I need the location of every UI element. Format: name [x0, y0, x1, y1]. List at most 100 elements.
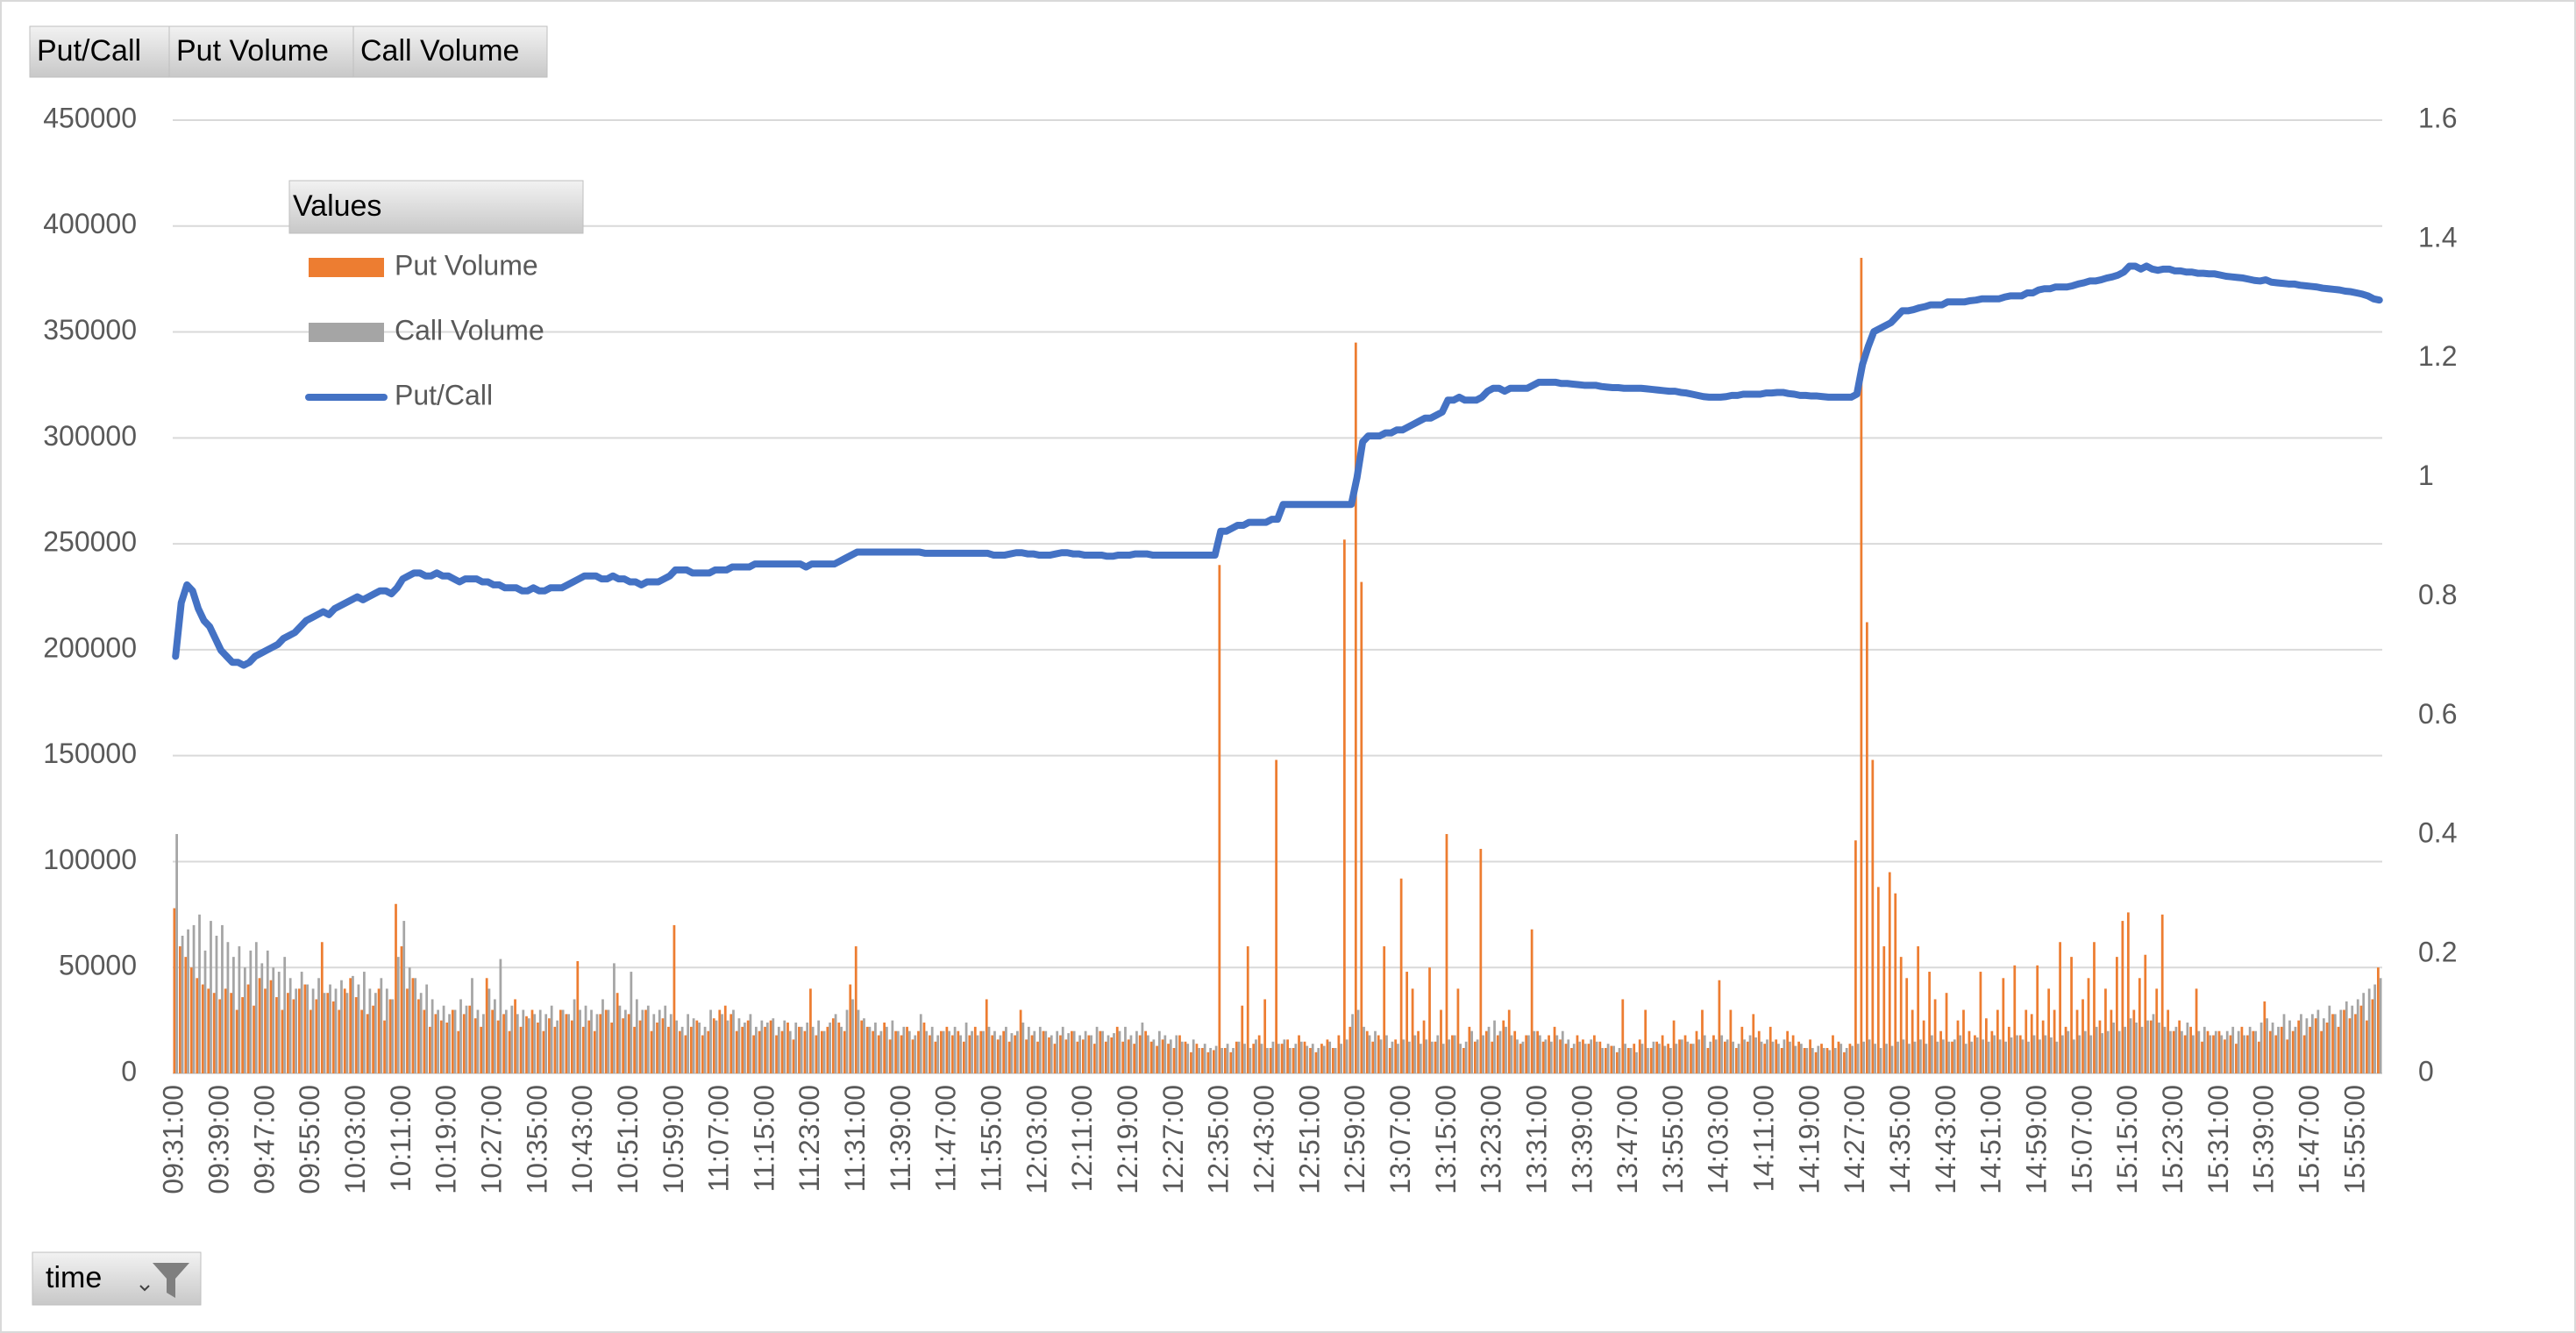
- bar: [459, 999, 462, 1073]
- bar: [959, 1035, 962, 1073]
- bar: [1186, 1044, 1190, 1073]
- legend-title[interactable]: Values: [293, 189, 381, 223]
- bar: [2174, 1026, 2178, 1073]
- bar: [1760, 1041, 1763, 1073]
- bar: [2013, 965, 2017, 1073]
- filter-button-label[interactable]: time: [46, 1261, 102, 1294]
- bar: [1837, 1041, 1840, 1073]
- x-tick-label: 15:39:00: [2248, 1085, 2280, 1194]
- bar: [1482, 1035, 1484, 1073]
- bar: [1371, 1041, 1375, 1073]
- bar: [1203, 1044, 1206, 1073]
- bar: [1748, 1035, 1752, 1073]
- bar: [2300, 1014, 2302, 1073]
- bar: [888, 1039, 892, 1073]
- field-button-label[interactable]: Put/Call: [37, 34, 141, 68]
- bar: [703, 1026, 707, 1073]
- bar: [877, 1035, 880, 1073]
- x-tick-label: 13:39:00: [1566, 1085, 1598, 1194]
- bar: [1968, 1030, 1971, 1073]
- bar: [480, 1026, 483, 1073]
- bar: [1167, 1044, 1170, 1073]
- bar: [2059, 942, 2061, 1073]
- bar: [2246, 1035, 2249, 1073]
- bar: [2167, 1009, 2170, 1073]
- bar: [243, 967, 246, 1073]
- x-tick-label: 09:39:00: [203, 1085, 235, 1194]
- bar: [1956, 1020, 1960, 1073]
- bar: [2129, 1018, 2132, 1073]
- bar: [235, 1009, 238, 1073]
- bar: [1885, 1044, 1888, 1073]
- bar: [1425, 1039, 1428, 1073]
- bar: [1576, 1035, 1579, 1073]
- bar: [1928, 972, 1931, 1073]
- bar: [2259, 1023, 2263, 1073]
- bar: [2320, 1030, 2323, 1073]
- bar: [277, 972, 281, 1073]
- bar: [1118, 1030, 1121, 1073]
- filter-icon[interactable]: [153, 1263, 189, 1298]
- bar: [1624, 1044, 1626, 1073]
- bar: [1667, 1044, 1669, 1073]
- bar: [496, 1020, 500, 1073]
- bar: [1712, 1035, 1715, 1073]
- bar: [544, 1014, 548, 1073]
- bar: [2087, 978, 2090, 1073]
- bar: [2081, 999, 2084, 1073]
- bar: [2280, 1026, 2283, 1073]
- bar: [752, 1035, 756, 1073]
- legend-title-button[interactable]: [288, 180, 584, 234]
- bar: [922, 1023, 926, 1073]
- dropdown-arrow[interactable]: [139, 1285, 150, 1292]
- bar: [2305, 1018, 2309, 1073]
- bar: [334, 988, 338, 1073]
- bar: [2047, 988, 2051, 1073]
- bar: [391, 999, 395, 1073]
- bar: [707, 1030, 710, 1073]
- bar: [630, 972, 633, 1073]
- bar: [1691, 1044, 1695, 1073]
- bar: [806, 1023, 809, 1073]
- y2-tick-label: 0.8: [2418, 579, 2457, 610]
- bar: [809, 988, 812, 1073]
- bar: [1911, 1009, 1914, 1073]
- bar: [2098, 1020, 2102, 1073]
- field-button[interactable]: [29, 25, 170, 78]
- bar: [815, 1035, 818, 1073]
- field-button[interactable]: [352, 25, 548, 78]
- bar: [1235, 1041, 1238, 1073]
- field-button-label[interactable]: Put Volume: [176, 34, 329, 68]
- bar: [1016, 1030, 1019, 1073]
- bar: [971, 1030, 973, 1073]
- bar: [1919, 1039, 1922, 1073]
- bar: [2135, 1023, 2138, 1073]
- bar: [561, 1009, 565, 1073]
- x-tick-label: 10:03:00: [339, 1085, 371, 1194]
- bar: [2112, 1023, 2116, 1073]
- bar: [241, 997, 244, 1073]
- bar: [1007, 1041, 1011, 1073]
- bar: [1979, 972, 1982, 1073]
- bar: [786, 1023, 789, 1073]
- bar: [1445, 834, 1448, 1073]
- bar: [1783, 1039, 1786, 1073]
- bar: [1283, 1039, 1286, 1073]
- bar: [1882, 946, 1886, 1073]
- bar: [218, 999, 222, 1073]
- bar: [1025, 1039, 1028, 1073]
- bar: [1720, 1035, 1724, 1073]
- x-tick-label: 13:23:00: [1476, 1085, 1507, 1194]
- bar: [2220, 1035, 2224, 1073]
- bar: [2212, 1035, 2215, 1073]
- bar: [911, 1039, 914, 1073]
- bar: [667, 1026, 670, 1073]
- field-button-label[interactable]: Call Volume: [360, 34, 519, 68]
- bar: [1655, 1041, 1659, 1073]
- bar: [1538, 1035, 1541, 1073]
- field-button[interactable]: [168, 25, 354, 78]
- bar: [366, 1014, 369, 1073]
- bar: [1067, 1033, 1071, 1073]
- bar: [2367, 988, 2371, 1073]
- bar: [646, 1005, 650, 1073]
